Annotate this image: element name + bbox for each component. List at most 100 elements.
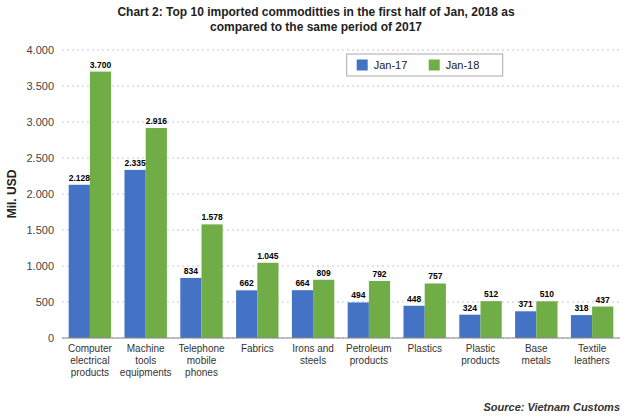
bar: [481, 301, 502, 338]
y-tick-label: 3.000: [26, 116, 54, 128]
grid: [62, 50, 620, 338]
title-line: compared to the same period of 2017: [210, 20, 422, 34]
x-tick-label: Telephonemobilephones: [178, 343, 225, 378]
data-label: 2.916: [146, 116, 168, 126]
title-line: Chart 2: Top 10 imported commoditties in…: [117, 5, 515, 19]
bar: [536, 301, 557, 338]
data-label: 2.335: [124, 158, 146, 168]
x-tick-label-line: Petroleum: [346, 343, 392, 354]
legend-frame: [347, 54, 503, 76]
x-tick-label: Irons andsteels: [292, 343, 334, 366]
y-tick-label: 1.500: [26, 224, 54, 236]
data-label: 324: [463, 303, 477, 313]
data-label: 448: [407, 294, 421, 304]
legend-label: Jan-17: [374, 59, 408, 71]
bars: [69, 72, 614, 338]
y-axis-label: Mil. USD: [5, 169, 19, 218]
x-tick-label-line: products: [461, 355, 499, 366]
bar: [592, 307, 613, 338]
x-tick-label-line: products: [71, 367, 109, 378]
y-tick-label: 1.000: [26, 260, 54, 272]
title: Chart 2: Top 10 imported commoditties in…: [117, 5, 515, 34]
x-tick-label-line: Machine: [127, 343, 165, 354]
x-tick-label-line: phones: [185, 367, 218, 378]
bar: [292, 290, 313, 338]
data-label: 1.045: [257, 251, 279, 261]
y-tick-label: 2.000: [26, 188, 54, 200]
data-label: 510: [540, 289, 554, 299]
x-tick-label-line: tools: [135, 355, 156, 366]
legend-label: Jan-18: [446, 59, 480, 71]
x-tick-label-line: Irons and: [292, 343, 334, 354]
bar: [69, 185, 90, 338]
legend-swatch: [357, 60, 368, 71]
bar: [146, 128, 167, 338]
x-tick-label-line: Plastics: [407, 343, 441, 354]
x-tick-label-line: Textile: [578, 343, 607, 354]
x-tick-label-line: Plastic: [466, 343, 495, 354]
bar: [459, 315, 480, 338]
data-label: 371: [519, 299, 533, 309]
data-label: 757: [428, 271, 442, 281]
x-axis-line: [62, 338, 620, 339]
x-tick-label-line: Telephone: [178, 343, 225, 354]
background: [0, 0, 632, 419]
y-tick-label: 0: [48, 332, 54, 344]
y-tick-label: 2.500: [26, 152, 54, 164]
bar: [369, 281, 390, 338]
bar: [257, 263, 278, 338]
bar: [313, 280, 334, 338]
bar: [90, 72, 111, 338]
bar: [515, 311, 536, 338]
x-tick-label-line: mobile: [187, 355, 217, 366]
data-label: 512: [484, 289, 498, 299]
bar: [180, 278, 201, 338]
x-tick-label-line: Base: [525, 343, 548, 354]
bar: [348, 302, 369, 338]
x-tick-label-line: steels: [300, 355, 326, 366]
x-tick-label-line: metals: [522, 355, 551, 366]
x-tick-label-line: electrical: [70, 355, 109, 366]
bar: [236, 290, 257, 338]
x-tick-label-line: products: [350, 355, 388, 366]
grid-line: [62, 86, 620, 87]
data-label: 664: [295, 278, 309, 288]
x-tick-label: Fabrics: [241, 343, 274, 354]
bar: [425, 283, 446, 338]
bar: [202, 224, 223, 338]
x-tick-label: Basemetals: [522, 343, 551, 366]
x-tick-label: Textileleathers: [574, 343, 610, 366]
x-tick-label: Plasticproducts: [461, 343, 499, 366]
data-label: 809: [317, 268, 331, 278]
x-tick-label: Machinetoolsequipments: [120, 343, 172, 378]
data-label: 2.128: [69, 173, 91, 183]
grid-line: [62, 50, 620, 51]
data-label: 318: [574, 303, 588, 313]
data-label: 792: [372, 269, 386, 279]
x-tick-label-line: equipments: [120, 367, 172, 378]
chart: Chart 2: Top 10 imported commoditties in…: [0, 0, 632, 419]
data-label: 834: [184, 266, 198, 276]
y-tick-label: 4.000: [26, 44, 54, 56]
x-tick-label: Plastics: [407, 343, 441, 354]
data-label: 1.578: [201, 212, 223, 222]
legend: Jan-17 Jan-18: [347, 54, 503, 76]
legend-swatch: [429, 60, 440, 71]
grid-line: [62, 338, 620, 339]
x-tick-label: Computerelectricalproducts: [68, 343, 113, 378]
annotation: Source: Vietnam Customs: [483, 401, 620, 413]
data-label: 437: [596, 295, 610, 305]
x-tick-label-line: Fabrics: [241, 343, 274, 354]
x-tick-label: Petroleumproducts: [346, 343, 392, 366]
data-label: 3.700: [90, 60, 112, 70]
bar: [124, 170, 145, 338]
y-tick-label: 500: [36, 296, 54, 308]
x-tick-label-line: leathers: [574, 355, 610, 366]
bar: [571, 315, 592, 338]
data-label: 494: [351, 290, 365, 300]
data-labels: 2.128 2.335 834 662 664 494 448 324 371 318 3.700 2…: [69, 60, 610, 314]
data-label: 662: [240, 278, 254, 288]
y-tick-label: 3.500: [26, 80, 54, 92]
bar: [403, 306, 424, 338]
x-tick-label-line: Computer: [68, 343, 113, 354]
